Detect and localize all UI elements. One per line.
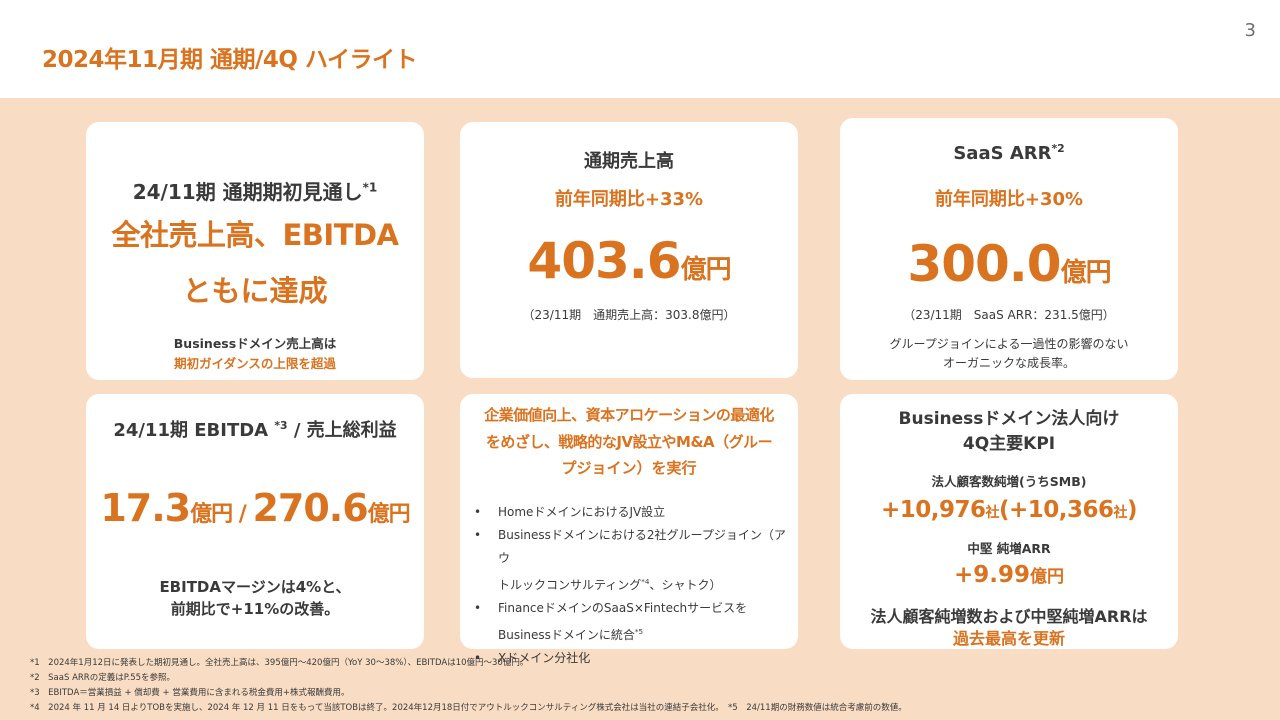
header: 2024年11月期 通期/4Q ハイライト 3	[0, 0, 1280, 98]
footnote-ref: *3	[274, 419, 288, 432]
footnote-ref: *2	[1051, 142, 1065, 155]
gross-profit-value: 270.6	[252, 486, 368, 530]
prior-year-note: （23/11期 通期売上高：303.8億円）	[522, 308, 736, 322]
kpi-conclusion-line1: 法人顧客純増数および中堅純増ARRは	[870, 607, 1148, 626]
card-note-line2: 期初ガイダンスの上限を超過	[174, 356, 336, 371]
card-forecast-achieved: 24/11期 通期期初見通し*1 全社売上高、EBITDA ともに達成 Busi…	[86, 122, 424, 380]
ebitda-gross-profit-values: 17.3億円 / 270.6億円	[100, 486, 410, 530]
card-description-line1: グループジョインによる一過性の影響のない	[889, 337, 1129, 351]
card-title: SaaS ARR*2	[953, 142, 1065, 164]
footnote-ref: *1	[362, 180, 378, 195]
footnote: *2 SaaS ARRの定義はP.55を参照。	[30, 673, 176, 683]
card-saas-arr: SaaS ARR*2 前年同期比+30% 300.0億円 （23/11期 Saa…	[840, 118, 1178, 380]
card-business-kpi: Businessドメイン法人向け 4Q主要KPI 法人顧客数純増(うちSMB) …	[840, 394, 1178, 649]
list-item: Businessドメインにおける2社グループジョイン（アウトルックコンサルティン…	[474, 524, 794, 597]
kpi-label: 中堅 純増ARR	[967, 541, 1051, 556]
card-title-line2: 4Q主要KPI	[962, 434, 1056, 454]
card-title-line1: 企業価値向上、資本アロケーションの最適化	[484, 406, 774, 424]
card-subtitle: 24/11期 通期期初見通し*1	[132, 180, 378, 204]
kpi-value: +10,976社(+10,366社)	[880, 497, 1138, 523]
footnote: *1 2024年1月12日に発表した期初見通し。全社売上高は、395億円～420…	[30, 658, 529, 668]
page-number: 3	[1244, 20, 1256, 41]
card-annual-revenue: 通期売上高 前年同期比+33% 403.6億円 （23/11期 通期売上高：30…	[460, 122, 798, 378]
footnotes: *1 2024年1月12日に発表した期初見通し。全社売上高は、395億円～420…	[30, 656, 1270, 716]
revenue-value: 403.6億円	[527, 232, 731, 290]
ebitda-value: 17.3	[100, 486, 191, 530]
card-title-line2: をめざし、戦略的なJV設立やM&A（グルー	[485, 433, 773, 451]
card-note-line1: EBITDAマージンは4%と、	[159, 578, 351, 596]
card-title: 24/11期 EBITDA *3 / 売上総利益	[113, 419, 397, 441]
card-title-line1: Businessドメイン法人向け	[898, 409, 1120, 429]
growth-rate: 前年同期比+33%	[554, 189, 704, 210]
card-title-line3: プジョイン）を実行	[561, 459, 697, 477]
card-headline-line1: 全社売上高、EBITDA	[111, 218, 399, 252]
card-note-line1: Businessドメイン売上高は	[173, 336, 337, 351]
footnote: *4 2024 年 11 月 14 日よりTOBを実施し、2024 年 12 月…	[30, 703, 907, 713]
growth-rate: 前年同期比+30%	[934, 189, 1084, 210]
card-headline-line2: ともに達成	[182, 274, 328, 308]
list-item: Xドメイン分社化	[474, 647, 794, 670]
card-note-line2: 前期比で+11%の改善。	[170, 600, 340, 618]
footnote: *3 EBITDA＝営業損益 + 償却費 + 営業費用に含まれる税金費用+株式報…	[30, 688, 350, 698]
card-title: 通期売上高	[584, 151, 674, 172]
kpi-conclusion-line2: 過去最高を更新	[952, 629, 1065, 648]
footnote-ref: *4	[641, 577, 650, 586]
arr-value: 300.0億円	[907, 235, 1111, 293]
prior-year-note: （23/11期 SaaS ARR：231.5億円）	[903, 308, 1115, 322]
list-item: FinanceドメインのSaaS×FintechサービスをBusinessドメイ…	[474, 597, 794, 647]
initiatives-list: HomeドメインにおけるJV設立 Businessドメインにおける2社グループジ…	[474, 501, 794, 670]
card-description-line2: オーガニックな成長率。	[942, 356, 1075, 370]
page-title: 2024年11月期 通期/4Q ハイライト	[42, 47, 418, 73]
kpi-label: 法人顧客数純増(うちSMB)	[931, 474, 1087, 489]
list-item: HomeドメインにおけるJV設立	[474, 501, 794, 524]
kpi-value: +9.99億円	[953, 562, 1065, 588]
footnote-ref: *5	[634, 627, 644, 636]
card-ebitda-gross-profit: 24/11期 EBITDA *3 / 売上総利益 17.3億円 / 270.6億…	[86, 394, 424, 649]
card-strategic-initiatives: 企業価値向上、資本アロケーションの最適化 をめざし、戦略的なJV設立やM&A（グ…	[460, 394, 798, 670]
